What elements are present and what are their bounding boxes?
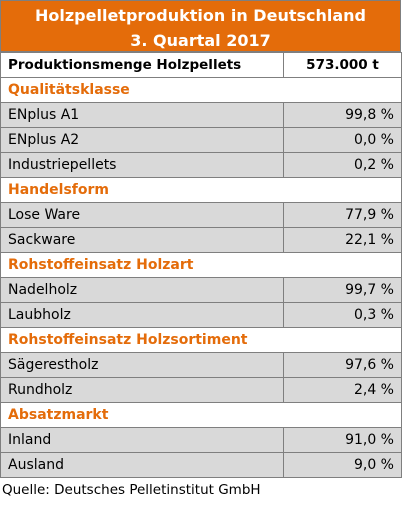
row-label: Industriepellets <box>0 152 284 178</box>
row-label: Ausland <box>0 452 284 478</box>
section-title: Qualitätsklasse <box>0 77 402 103</box>
data-row: Nadelholz 99,7 % <box>0 277 402 303</box>
subtitle: 3. Quartal 2017 <box>130 31 271 50</box>
row-label: Nadelholz <box>0 277 284 303</box>
row-label: Lose Ware <box>0 202 284 228</box>
row-value: 22,1 % <box>283 227 402 253</box>
row-label: Laubholz <box>0 302 284 328</box>
source: Quelle: Deutsches Pelletinstitut GmbH <box>2 482 261 498</box>
data-row: Ausland 9,0 % <box>0 452 402 478</box>
row-value: 0,0 % <box>283 127 402 153</box>
section-title: Absatzmarkt <box>0 402 402 428</box>
data-row: Sägerestholz 97,6 % <box>0 352 402 378</box>
data-row: Laubholz 0,3 % <box>0 302 402 328</box>
row-label: ENplus A2 <box>0 127 284 153</box>
row-value: 99,7 % <box>283 277 402 303</box>
row-label: Rundholz <box>0 377 284 403</box>
section-row: Handelsform <box>0 177 402 203</box>
data-row: Rundholz 2,4 % <box>0 377 402 403</box>
data-row: Industriepellets 0,2 % <box>0 152 402 178</box>
data-row: ENplus A1 99,8 % <box>0 102 402 128</box>
header-label: Produktionsmenge Holzpellets <box>0 52 284 78</box>
title-block: Holzpelletproduktion in Deutschland 3. Q… <box>0 0 401 52</box>
section-title: Handelsform <box>0 177 402 203</box>
row-value: 2,4 % <box>283 377 402 403</box>
data-row: Sackware 22,1 % <box>0 227 402 253</box>
row-value: 0,2 % <box>283 152 402 178</box>
header-row: Produktionsmenge Holzpellets 573.000 t <box>0 52 402 78</box>
row-label: ENplus A1 <box>0 102 284 128</box>
section-row: Absatzmarkt <box>0 402 402 428</box>
section-row: Rohstoffeinsatz Holzsortiment <box>0 327 402 353</box>
table: Produktionsmenge Holzpellets 573.000 t Q… <box>0 52 402 478</box>
header-value: 573.000 t <box>283 52 402 78</box>
data-row: Lose Ware 77,9 % <box>0 202 402 228</box>
data-row: ENplus A2 0,0 % <box>0 127 402 153</box>
row-value: 91,0 % <box>283 427 402 453</box>
data-row: Inland 91,0 % <box>0 427 402 453</box>
row-label: Inland <box>0 427 284 453</box>
row-value: 97,6 % <box>283 352 402 378</box>
section-row: Rohstoffeinsatz Holzart <box>0 252 402 278</box>
section-row: Qualitätsklasse <box>0 77 402 103</box>
section-title: Rohstoffeinsatz Holzsortiment <box>0 327 402 353</box>
title: Holzpelletproduktion in Deutschland <box>35 6 366 25</box>
section-title: Rohstoffeinsatz Holzart <box>0 252 402 278</box>
row-label: Sackware <box>0 227 284 253</box>
row-label: Sägerestholz <box>0 352 284 378</box>
row-value: 99,8 % <box>283 102 402 128</box>
row-value: 0,3 % <box>283 302 402 328</box>
row-value: 9,0 % <box>283 452 402 478</box>
row-value: 77,9 % <box>283 202 402 228</box>
